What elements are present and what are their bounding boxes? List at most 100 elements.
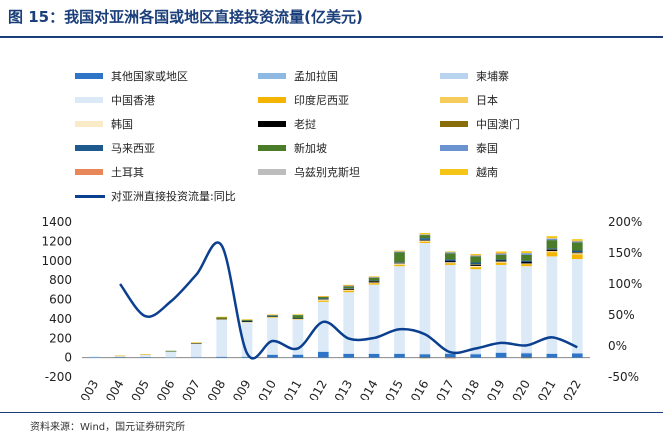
bar-segment <box>470 255 482 256</box>
x-tick-label: 2012 <box>303 378 330 401</box>
bar-segment <box>267 316 278 318</box>
legend-item: 老挝 <box>258 116 316 132</box>
bar-segment <box>394 353 405 354</box>
y-left-tick-label: 800 <box>49 273 72 287</box>
bar-segment <box>317 298 329 300</box>
bar-segment <box>140 354 151 358</box>
bar-segment <box>546 248 558 250</box>
bar-segment <box>546 353 558 354</box>
bar-segment <box>317 351 329 358</box>
bar-segment <box>368 353 380 354</box>
bar-segment <box>470 256 482 263</box>
bar-segment <box>521 353 532 358</box>
bar-segment <box>190 342 202 344</box>
legend-swatch <box>258 145 286 151</box>
legend-label: 泰国 <box>476 142 498 155</box>
bar-segment <box>444 253 456 260</box>
bar-segment <box>546 252 558 257</box>
bar-segment <box>470 353 482 355</box>
legend-swatch <box>75 169 103 175</box>
x-tick-label: 2007 <box>176 378 203 401</box>
bar-segment <box>267 354 278 358</box>
bar-segment <box>292 314 304 319</box>
bar-segment <box>267 354 278 355</box>
legend-swatch <box>258 169 286 175</box>
bar-segment <box>571 239 583 241</box>
legend-item: 乌兹别克斯坦 <box>258 164 360 180</box>
bar-segment <box>368 284 380 354</box>
bar-segment <box>292 314 304 315</box>
legend-item: 土耳其 <box>75 164 144 180</box>
legend-label: 新加坡 <box>294 142 327 155</box>
bar-segment <box>317 300 329 302</box>
bar-segment <box>114 355 126 358</box>
bar-segment <box>546 353 558 358</box>
bar-segment <box>216 316 228 319</box>
bar-segment <box>394 266 405 354</box>
bar-segment <box>470 264 482 265</box>
legend-item: 新加坡 <box>258 140 327 156</box>
bar-segment <box>241 322 253 357</box>
bar-segment <box>368 281 380 283</box>
y-left-tick-label: 1400 <box>41 215 72 229</box>
x-tick-label: 2004 <box>99 378 126 401</box>
bar-segment <box>495 261 507 263</box>
legend-label: 韩国 <box>111 118 133 131</box>
legend-label: 中国澳门 <box>476 118 520 131</box>
bar-segment <box>546 251 558 253</box>
x-tick-label: 2020 <box>506 378 533 401</box>
legend-item: 印度尼西亚 <box>258 92 349 108</box>
bar-segment <box>419 240 431 242</box>
x-tick-label: 2018 <box>455 378 482 401</box>
bar-segment <box>114 355 126 357</box>
bar-segment <box>571 254 583 260</box>
x-tick-label: 2011 <box>277 378 304 401</box>
bar-segment <box>267 314 278 316</box>
bar-segment <box>470 269 482 354</box>
bar-segment <box>419 241 431 244</box>
legend-swatch <box>440 73 468 79</box>
bar-segment <box>571 252 583 254</box>
bar-segment <box>343 288 355 290</box>
legend-label: 对亚洲直接投资流量:同比 <box>111 190 236 203</box>
bar-segment <box>368 280 380 282</box>
legend-item: 泰国 <box>440 140 498 156</box>
bar-segment <box>444 357 456 359</box>
legend-swatch <box>258 97 286 103</box>
bar-segment <box>394 251 405 253</box>
x-tick-label: 2005 <box>125 378 152 401</box>
legend-swatch <box>258 121 286 127</box>
bar-segment <box>394 250 405 252</box>
bar-segment <box>470 265 482 267</box>
x-tick-label: 2008 <box>201 378 228 401</box>
bar-segment <box>419 238 431 240</box>
legend-label: 中国香港 <box>111 94 155 107</box>
bar-segment <box>571 252 583 253</box>
source-note: 资料来源：Wind，国元证券研究所 <box>30 422 186 433</box>
bar-segment <box>241 356 253 358</box>
bar-segment <box>444 264 456 354</box>
y-right-tick-label: 150% <box>608 246 642 260</box>
bar-segment <box>546 249 558 251</box>
bar-segment <box>495 352 507 353</box>
legend-item: 柬埔寨 <box>440 68 509 84</box>
bar-segment <box>165 350 177 352</box>
legend-swatch <box>75 97 103 103</box>
bar-segment <box>571 253 583 255</box>
title-rule <box>0 36 663 38</box>
bar-segment <box>521 263 532 265</box>
y-left-tick-label: 0 <box>64 351 72 365</box>
y-right-tick-label: 200% <box>608 215 642 229</box>
bar-segment <box>571 241 583 243</box>
bar-segment <box>546 256 558 354</box>
bar-segment <box>89 356 101 358</box>
bar-segment <box>495 264 507 353</box>
bar-segment <box>216 356 228 358</box>
bar-segment <box>419 241 431 242</box>
y-right-tick-label: 0% <box>608 339 627 353</box>
x-tick-label: 2013 <box>328 378 355 401</box>
bar-segment <box>394 263 405 265</box>
bar-segment <box>267 315 278 317</box>
x-tick-label: 2019 <box>480 377 507 400</box>
bar-segment <box>470 253 482 256</box>
